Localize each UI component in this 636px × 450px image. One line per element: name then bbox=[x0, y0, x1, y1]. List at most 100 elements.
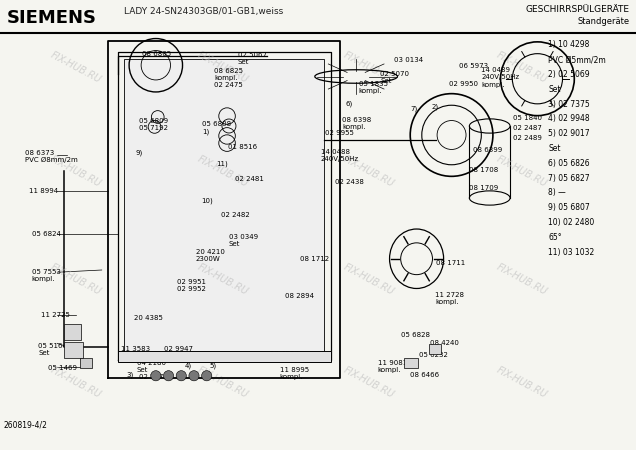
Text: 4): 4) bbox=[184, 363, 191, 369]
Text: 11) 03 1032: 11) 03 1032 bbox=[548, 248, 595, 256]
Text: 11 8994: 11 8994 bbox=[29, 188, 58, 194]
Text: 02 2438: 02 2438 bbox=[335, 179, 364, 185]
Text: 10): 10) bbox=[202, 197, 213, 203]
Text: 08 6373
PVC Ø8mm/2m: 08 6373 PVC Ø8mm/2m bbox=[25, 150, 78, 163]
Text: 8) —: 8) — bbox=[548, 189, 566, 198]
Text: 08 1711: 08 1711 bbox=[436, 260, 466, 266]
Text: 9): 9) bbox=[135, 149, 142, 156]
Text: FIX-HUB.RU: FIX-HUB.RU bbox=[342, 50, 396, 85]
Text: 02 9947
1): 02 9947 1) bbox=[164, 346, 193, 360]
Text: 08 6805: 08 6805 bbox=[142, 51, 171, 57]
Text: 7) 05 6827: 7) 05 6827 bbox=[548, 174, 590, 183]
Text: 01 8516: 01 8516 bbox=[228, 144, 257, 149]
FancyBboxPatch shape bbox=[80, 358, 92, 368]
Text: 20 4210
2300W: 20 4210 2300W bbox=[196, 249, 225, 262]
Text: 05 1840: 05 1840 bbox=[513, 115, 543, 121]
Bar bbox=[429, 344, 441, 354]
Text: 11 3583
kompl.: 11 3583 kompl. bbox=[121, 346, 150, 359]
Text: 08 6466: 08 6466 bbox=[410, 372, 439, 378]
Text: LADY 24-SN24303GB/01-GB1,weiss: LADY 24-SN24303GB/01-GB1,weiss bbox=[124, 7, 283, 16]
Text: 03 0134: 03 0134 bbox=[394, 57, 423, 63]
Text: FIX-HUB.RU: FIX-HUB.RU bbox=[49, 153, 104, 189]
Text: 04 2180
Set: 04 2180 Set bbox=[137, 360, 166, 373]
Text: GESCHIRRSPÜLGERÄTE: GESCHIRRSPÜLGERÄTE bbox=[525, 4, 630, 13]
Text: Set: Set bbox=[548, 144, 561, 153]
Text: 08 1708: 08 1708 bbox=[469, 166, 498, 172]
Text: 11 8995
kompl.: 11 8995 kompl. bbox=[280, 367, 309, 380]
Text: 5): 5) bbox=[210, 363, 217, 369]
Text: 08 6399: 08 6399 bbox=[473, 147, 502, 153]
Text: FIX-HUB.RU: FIX-HUB.RU bbox=[49, 365, 104, 400]
Text: 08 4240
Set: 08 4240 Set bbox=[430, 340, 459, 353]
Text: 05 1835
kompl.: 05 1835 kompl. bbox=[359, 81, 388, 94]
Bar bbox=[64, 324, 81, 340]
Text: 05 7553
kompl.: 05 7553 kompl. bbox=[32, 269, 60, 282]
Text: 05 1469: 05 1469 bbox=[48, 365, 77, 371]
Text: 11 9081
kompl.: 11 9081 kompl. bbox=[378, 360, 407, 373]
Text: FIX-HUB.RU: FIX-HUB.RU bbox=[49, 261, 104, 297]
Text: 260819-4/2: 260819-4/2 bbox=[3, 421, 47, 430]
Text: FIX-HUB.RU: FIX-HUB.RU bbox=[49, 50, 104, 85]
Circle shape bbox=[202, 371, 212, 381]
Text: Set: Set bbox=[548, 85, 561, 94]
Bar bbox=[124, 58, 324, 353]
Circle shape bbox=[151, 371, 161, 381]
Text: 20 4587: 20 4587 bbox=[270, 351, 298, 357]
Bar bbox=[118, 351, 331, 362]
Text: SIEMENS: SIEMENS bbox=[6, 9, 97, 27]
Text: 5) 02 9017: 5) 02 9017 bbox=[548, 129, 590, 138]
Text: FIX-HUB.RU: FIX-HUB.RU bbox=[195, 261, 250, 297]
Text: 02 2475: 02 2475 bbox=[214, 82, 243, 88]
Text: FIX-HUB.RU: FIX-HUB.RU bbox=[195, 365, 250, 400]
Text: 6) 05 6826: 6) 05 6826 bbox=[548, 159, 590, 168]
Text: Standgeräte: Standgeräte bbox=[577, 17, 630, 26]
Text: 14 0489
240V/50Hz
kompl.: 14 0489 240V/50Hz kompl. bbox=[481, 68, 520, 87]
Text: 02 2489: 02 2489 bbox=[513, 135, 542, 140]
Text: 05 6808
1): 05 6808 1) bbox=[202, 121, 232, 135]
Text: 1) 10 4298: 1) 10 4298 bbox=[548, 40, 590, 50]
Text: 02 2475: 02 2475 bbox=[139, 374, 167, 380]
Text: 11 2728
kompl.: 11 2728 kompl. bbox=[435, 292, 464, 305]
Text: 05 5164
Set: 05 5164 Set bbox=[38, 343, 67, 356]
Text: 05 6232: 05 6232 bbox=[419, 352, 448, 358]
Text: 02 9951
02 9952: 02 9951 02 9952 bbox=[177, 279, 206, 292]
Text: 2) 02 5069: 2) 02 5069 bbox=[548, 70, 590, 79]
Text: 02 2487: 02 2487 bbox=[513, 125, 542, 130]
Text: 05 6809
05 7192: 05 6809 05 7192 bbox=[139, 118, 168, 131]
Text: 05 6828: 05 6828 bbox=[401, 332, 430, 338]
Text: FIX-HUB.RU: FIX-HUB.RU bbox=[195, 153, 250, 189]
Text: 02 2481: 02 2481 bbox=[235, 176, 264, 182]
Text: 08 2894: 08 2894 bbox=[285, 293, 314, 299]
Text: 6): 6) bbox=[345, 100, 352, 107]
Text: FIX-HUB.RU: FIX-HUB.RU bbox=[494, 50, 549, 85]
Text: 02 2482: 02 2482 bbox=[221, 212, 249, 218]
Text: 7): 7) bbox=[410, 106, 417, 112]
Text: 08 6398
kompl.: 08 6398 kompl. bbox=[342, 117, 371, 130]
Text: 02 5067
Set: 02 5067 Set bbox=[238, 52, 267, 65]
Text: 08 1709: 08 1709 bbox=[469, 185, 498, 191]
Text: PVC Ø5mm/2m: PVC Ø5mm/2m bbox=[548, 55, 606, 64]
Circle shape bbox=[189, 371, 199, 381]
Text: FIX-HUB.RU: FIX-HUB.RU bbox=[342, 261, 396, 297]
Text: 11 2725: 11 2725 bbox=[41, 312, 70, 318]
Text: 20 4385: 20 4385 bbox=[134, 315, 162, 321]
Text: FIX-HUB.RU: FIX-HUB.RU bbox=[494, 153, 549, 189]
Text: 4) 02 9948: 4) 02 9948 bbox=[548, 114, 590, 123]
Text: FIX-HUB.RU: FIX-HUB.RU bbox=[342, 153, 396, 189]
Text: 06 5973: 06 5973 bbox=[459, 63, 488, 68]
Text: 9) 05 6807: 9) 05 6807 bbox=[548, 203, 590, 212]
Text: FIX-HUB.RU: FIX-HUB.RU bbox=[494, 365, 549, 400]
Text: 02 9955: 02 9955 bbox=[325, 130, 354, 136]
Circle shape bbox=[176, 371, 186, 381]
Bar bbox=[64, 342, 83, 358]
Text: 2): 2) bbox=[431, 104, 438, 110]
Text: FIX-HUB.RU: FIX-HUB.RU bbox=[342, 365, 396, 400]
Text: 08 1712: 08 1712 bbox=[300, 256, 329, 261]
Text: FIX-HUB.RU: FIX-HUB.RU bbox=[494, 261, 549, 297]
Bar bbox=[404, 358, 418, 368]
Text: 3): 3) bbox=[126, 371, 133, 378]
Text: 02 9950: 02 9950 bbox=[449, 81, 478, 87]
Text: 10) 02 2480: 10) 02 2480 bbox=[548, 218, 595, 227]
Text: 08 6825
kompl.: 08 6825 kompl. bbox=[214, 68, 244, 81]
Text: 11): 11) bbox=[216, 161, 228, 167]
